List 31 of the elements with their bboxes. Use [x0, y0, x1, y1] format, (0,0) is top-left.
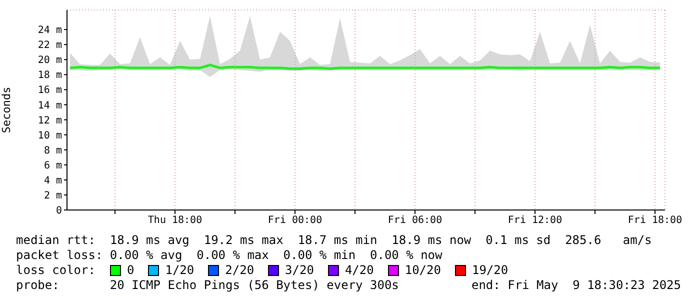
- text: end: Fri May 9 18:30:23 2025: [471, 278, 681, 293]
- y-tick-label: 0: [56, 206, 62, 217]
- y-tick-label: 4 m: [44, 175, 62, 186]
- y-tick-label: 10 m: [38, 130, 62, 142]
- text: probe: 20 ICMP Echo Pings (56 Bytes) every 300s: [16, 278, 399, 292]
- text: median rtt: 18.9 ms avg 19.2 ms max 18.7 ms min 18.9 ms now 0.1 ms sd 285.6 am/s: [16, 233, 653, 248]
- text: 2/20: [224, 263, 254, 278]
- y-axis-title: Seconds: [0, 86, 13, 134]
- y-tick-label: 24 m: [38, 25, 62, 36]
- y-tick-label: 18 m: [38, 70, 62, 82]
- x-tick-label: Fri 12:00: [508, 215, 562, 226]
- y-tick-label: 16 m: [38, 85, 62, 96]
- y-tick-label: 22 m: [38, 40, 62, 52]
- y-tick-label: 2 m: [44, 190, 62, 202]
- text: packet loss: 0.00 % avg 0.00 % max 0.00 % min 0.00 % now: [16, 248, 444, 263]
- text: 3/20: [284, 263, 314, 278]
- text: 1/20: [164, 263, 194, 278]
- text: 19/20: [470, 263, 508, 278]
- y-tick-label: 6 m: [44, 160, 62, 172]
- text: loss color:: [16, 263, 96, 278]
- x-tick-label: Thu 18:00: [148, 215, 202, 226]
- x-tick-label: Fri 00:00: [268, 215, 322, 226]
- x-tick-label: Fri 18:00: [628, 215, 682, 226]
- y-tick-label: 20 m: [38, 55, 62, 66]
- x-tick-label: Fri 06:00: [388, 215, 442, 226]
- text: 10/20: [404, 263, 441, 278]
- text: 0: [126, 263, 134, 278]
- text: 4/20: [344, 263, 374, 278]
- y-tick-label: 12 m: [38, 115, 62, 126]
- y-tick-label: 14 m: [38, 100, 62, 112]
- y-tick-label: 8 m: [44, 145, 62, 156]
